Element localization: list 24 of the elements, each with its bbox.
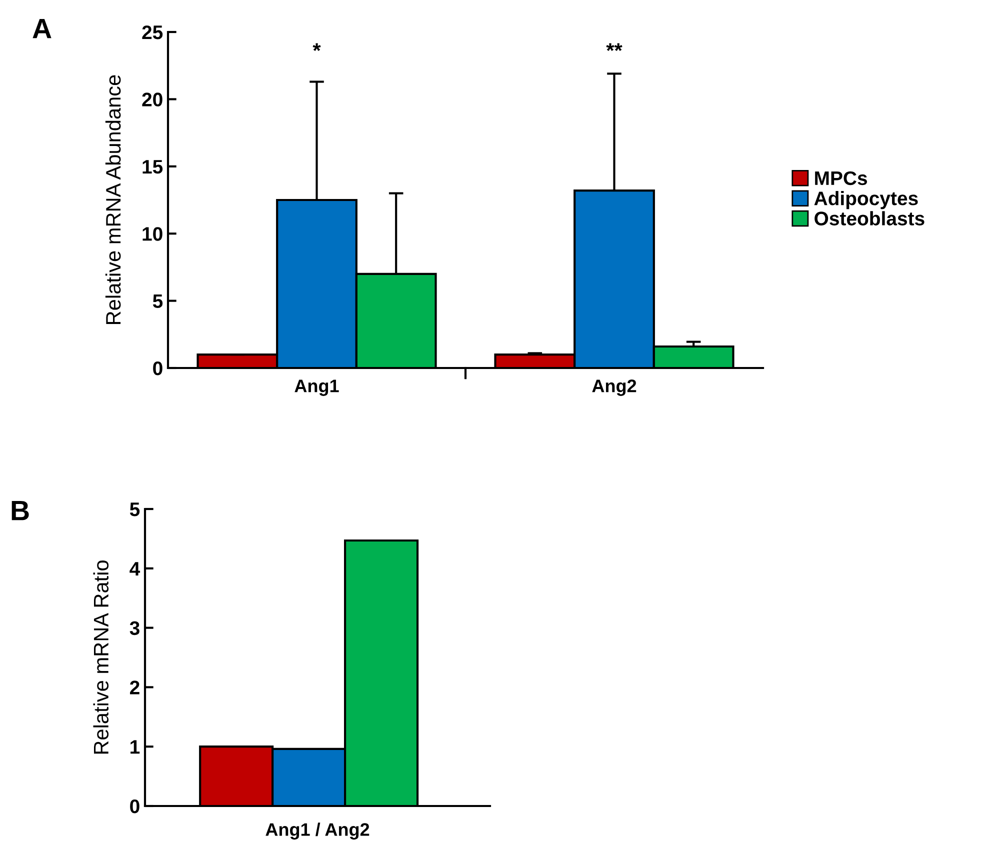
y-tick-label: 25 [142, 25, 163, 40]
annotation: ** [606, 43, 622, 51]
y-tick-label: 5 [130, 502, 140, 516]
annotation: * [312, 43, 321, 51]
y-axis-title: Relative mRNA Ratio [93, 560, 109, 754]
y-axis-title: Relative mRNA Abundance [105, 75, 121, 324]
legend-label: MPCs [815, 171, 868, 186]
text: B [12, 501, 29, 520]
y-tick-label: 4 [130, 562, 140, 576]
x-tick-label: Ang2 [592, 380, 636, 396]
x-axis-title: Ang1 / Ang2 [266, 822, 370, 840]
y-tick-label: 15 [142, 160, 163, 174]
y-tick-label: 3 [130, 621, 140, 636]
y-tick-label: 5 [152, 294, 163, 308]
y-tick-label: 0 [130, 799, 140, 814]
y-tick-label: 2 [130, 680, 140, 694]
text: A [32, 19, 52, 38]
x-tick-label: Ang1 [294, 380, 339, 396]
y-tick-label: 0 [153, 361, 162, 376]
y-tick-label: 1 [130, 740, 140, 754]
y-tick-label: 10 [142, 227, 162, 241]
legend-label: Adipocytes [814, 190, 918, 210]
y-tick-label: 20 [142, 92, 162, 106]
legend-label: Osteoblasts [814, 211, 924, 226]
